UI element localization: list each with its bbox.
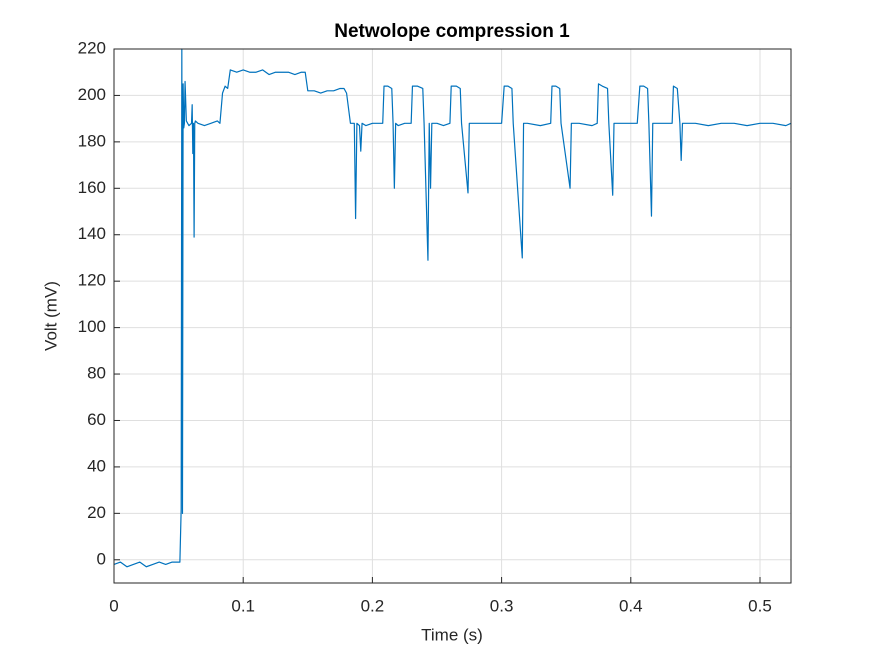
ticks: 0 20 40 60 80 100 120 140 160 180 200 220 0 0.1 0.2 0.3… [78, 38, 772, 615]
y-tick-label: 80 [87, 364, 106, 383]
x-axis-label: Time (s) [421, 625, 483, 644]
x-tick-label: 0.2 [361, 596, 385, 615]
y-tick-label: 0 [97, 549, 106, 568]
x-tick-label: 0.4 [619, 596, 643, 615]
y-tick-label: 220 [78, 38, 106, 57]
x-tick-label: 0 [109, 596, 118, 615]
y-tick-label: 100 [78, 317, 106, 336]
y-tick-label: 200 [78, 85, 106, 104]
y-tick-label: 140 [78, 224, 106, 243]
y-tick-label: 160 [78, 178, 106, 197]
x-tick-label: 0.3 [490, 596, 514, 615]
y-tick-label: 120 [78, 271, 106, 290]
data-line [113, 48, 792, 568]
axes-box [113, 48, 792, 584]
y-tick-label: 40 [87, 456, 106, 475]
y-axis-label: Volt (mV) [41, 281, 60, 351]
chart-title: Netwolope compression 1 [334, 21, 570, 42]
plot [113, 48, 792, 568]
x-tick-label: 0.1 [231, 596, 255, 615]
y-tick-label: 60 [87, 410, 106, 429]
x-tick-label: 0.5 [748, 596, 772, 615]
y-tick-label: 180 [78, 131, 106, 150]
y-tick-label: 20 [87, 503, 106, 522]
